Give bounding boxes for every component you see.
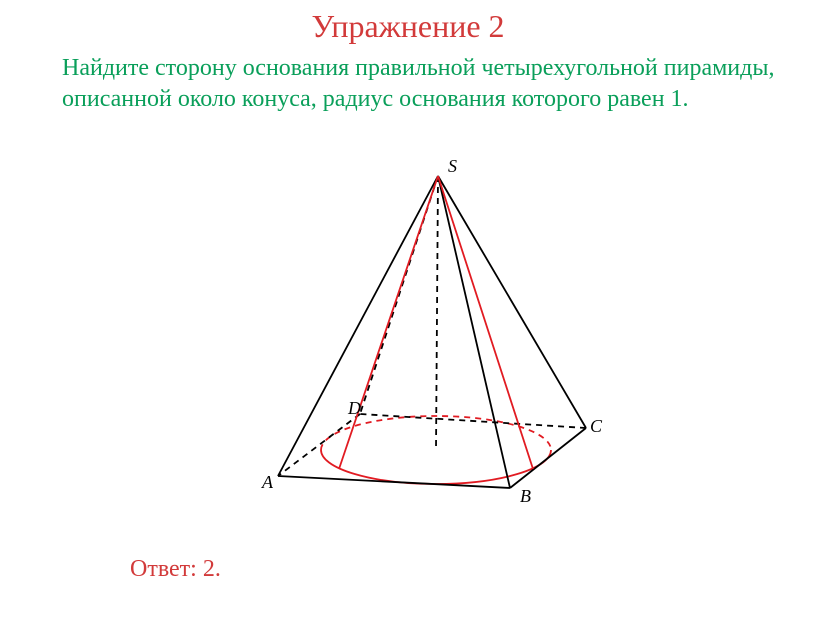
- svg-text:A: A: [261, 472, 274, 492]
- svg-text:D: D: [347, 398, 361, 418]
- svg-text:S: S: [448, 156, 457, 176]
- svg-text:C: C: [590, 416, 603, 436]
- svg-text:B: B: [520, 486, 531, 506]
- exercise-title: Упражнение 2: [0, 8, 816, 45]
- pyramid-cone-diagram: S A B C D: [248, 156, 608, 516]
- problem-statement: Найдите сторону основания правильной чет…: [62, 53, 776, 114]
- answer-text: Ответ: 2.: [130, 556, 221, 583]
